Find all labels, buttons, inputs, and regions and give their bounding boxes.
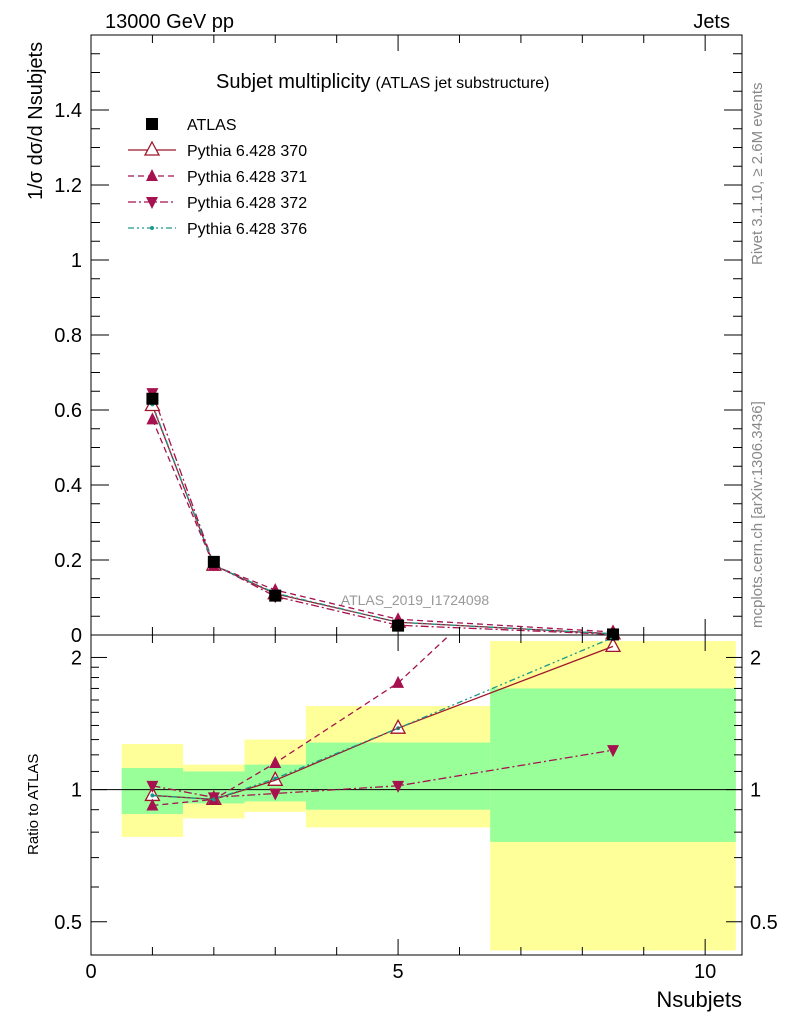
- series-point-ratio: [392, 675, 405, 688]
- series-point-ratio: [146, 780, 159, 793]
- tick-labels: 0 5 10 0 0.2 0.4 0.6 0.8 1 1.2 1.4 0.5 0.5 1 1 2 2: [54, 100, 778, 983]
- legend-label: Pythia 6.428 370: [187, 143, 307, 160]
- ratio-series-lines: [152, 635, 614, 807]
- tick-marks: [90, 34, 742, 955]
- atlas-data-point: [269, 589, 282, 602]
- ratio-uncertainty-bands: [121, 641, 736, 951]
- x-tick-label: 10: [694, 961, 716, 983]
- watermark: ATLAS_2019_I1724098: [341, 592, 490, 608]
- header-right: Jets: [693, 11, 730, 33]
- series-line-main: [151, 404, 614, 635]
- legend-marker: [146, 118, 158, 130]
- y-tick-label-main: 0.6: [54, 400, 82, 422]
- y-tick-label-main: 0: [71, 625, 82, 647]
- y-axis-label-main: 1/σ dσ/d Nsubjets: [25, 42, 47, 200]
- y-tick-label-main: 1.4: [54, 100, 82, 122]
- atlas-data-point: [146, 392, 159, 405]
- series-point-ratio: [269, 788, 282, 801]
- y-tick-label-ratio-right: 2: [750, 647, 761, 669]
- legend-label: Pythia 6.428 371: [187, 169, 307, 186]
- y-tick-label-ratio: 2: [71, 647, 82, 669]
- y-tick-label-main: 1.2: [54, 175, 82, 197]
- legend-label: Pythia 6.428 372: [187, 195, 307, 212]
- x-tick-label: 0: [85, 961, 96, 983]
- y-tick-label-main: 0.2: [54, 550, 82, 572]
- series-line-ratio: [152, 749, 614, 799]
- legend-label: Pythia 6.428 376: [187, 221, 307, 238]
- legend-label: ATLAS: [187, 117, 237, 134]
- legend-marker: [146, 169, 158, 181]
- chart-title-sub: (ATLAS jet substructure): [376, 75, 550, 92]
- header-left: 13000 GeV pp: [105, 11, 234, 33]
- legend-marker: [146, 197, 158, 209]
- x-axis-label: Nsubjets: [656, 987, 742, 1012]
- y-tick-label-main: 0.4: [54, 475, 82, 497]
- rivet-label: Rivet 3.1.10, ≥ 2.6M events: [749, 83, 766, 266]
- series-point-ratio: [269, 755, 282, 768]
- series-point-ratio: [146, 798, 159, 811]
- legend: ATLAS Pythia 6.428 370 Pythia 6.428 371 Pyt…: [128, 117, 307, 238]
- series-point-ratio: [392, 780, 405, 793]
- y-tick-label-main: 0.8: [54, 325, 82, 347]
- series-point-ratio: [607, 745, 620, 758]
- y-tick-label-ratio-right: 1: [750, 780, 761, 802]
- chart-title-main: Subjet multiplicity: [216, 71, 371, 93]
- atlas-data-point: [607, 628, 620, 641]
- chart-title: Subjet multiplicity (ATLAS jet substructu…: [216, 71, 550, 93]
- mcplots-label: mcplots.cern.ch [arXiv:1306.3436]: [749, 401, 766, 628]
- atlas-data-point: [207, 555, 220, 568]
- series-point-main: [146, 412, 159, 425]
- series-line-ratio: [152, 635, 451, 807]
- series-line-ratio: [152, 636, 614, 801]
- green-band-bin: [305, 742, 491, 810]
- y-tick-label-ratio-right: 0.5: [750, 912, 778, 934]
- y-tick-label-ratio: 0.5: [54, 912, 82, 934]
- ratio-panel-frame: [90, 634, 743, 956]
- green-band-bin: [490, 688, 736, 842]
- y-tick-label-main: 1: [71, 250, 82, 272]
- legend-marker: [150, 226, 154, 230]
- y-tick-label-ratio: 1: [71, 780, 82, 802]
- legend-marker: [143, 140, 161, 156]
- y-axis-label-ratio: Ratio to ATLAS: [25, 754, 42, 855]
- x-tick-label: 5: [393, 961, 404, 983]
